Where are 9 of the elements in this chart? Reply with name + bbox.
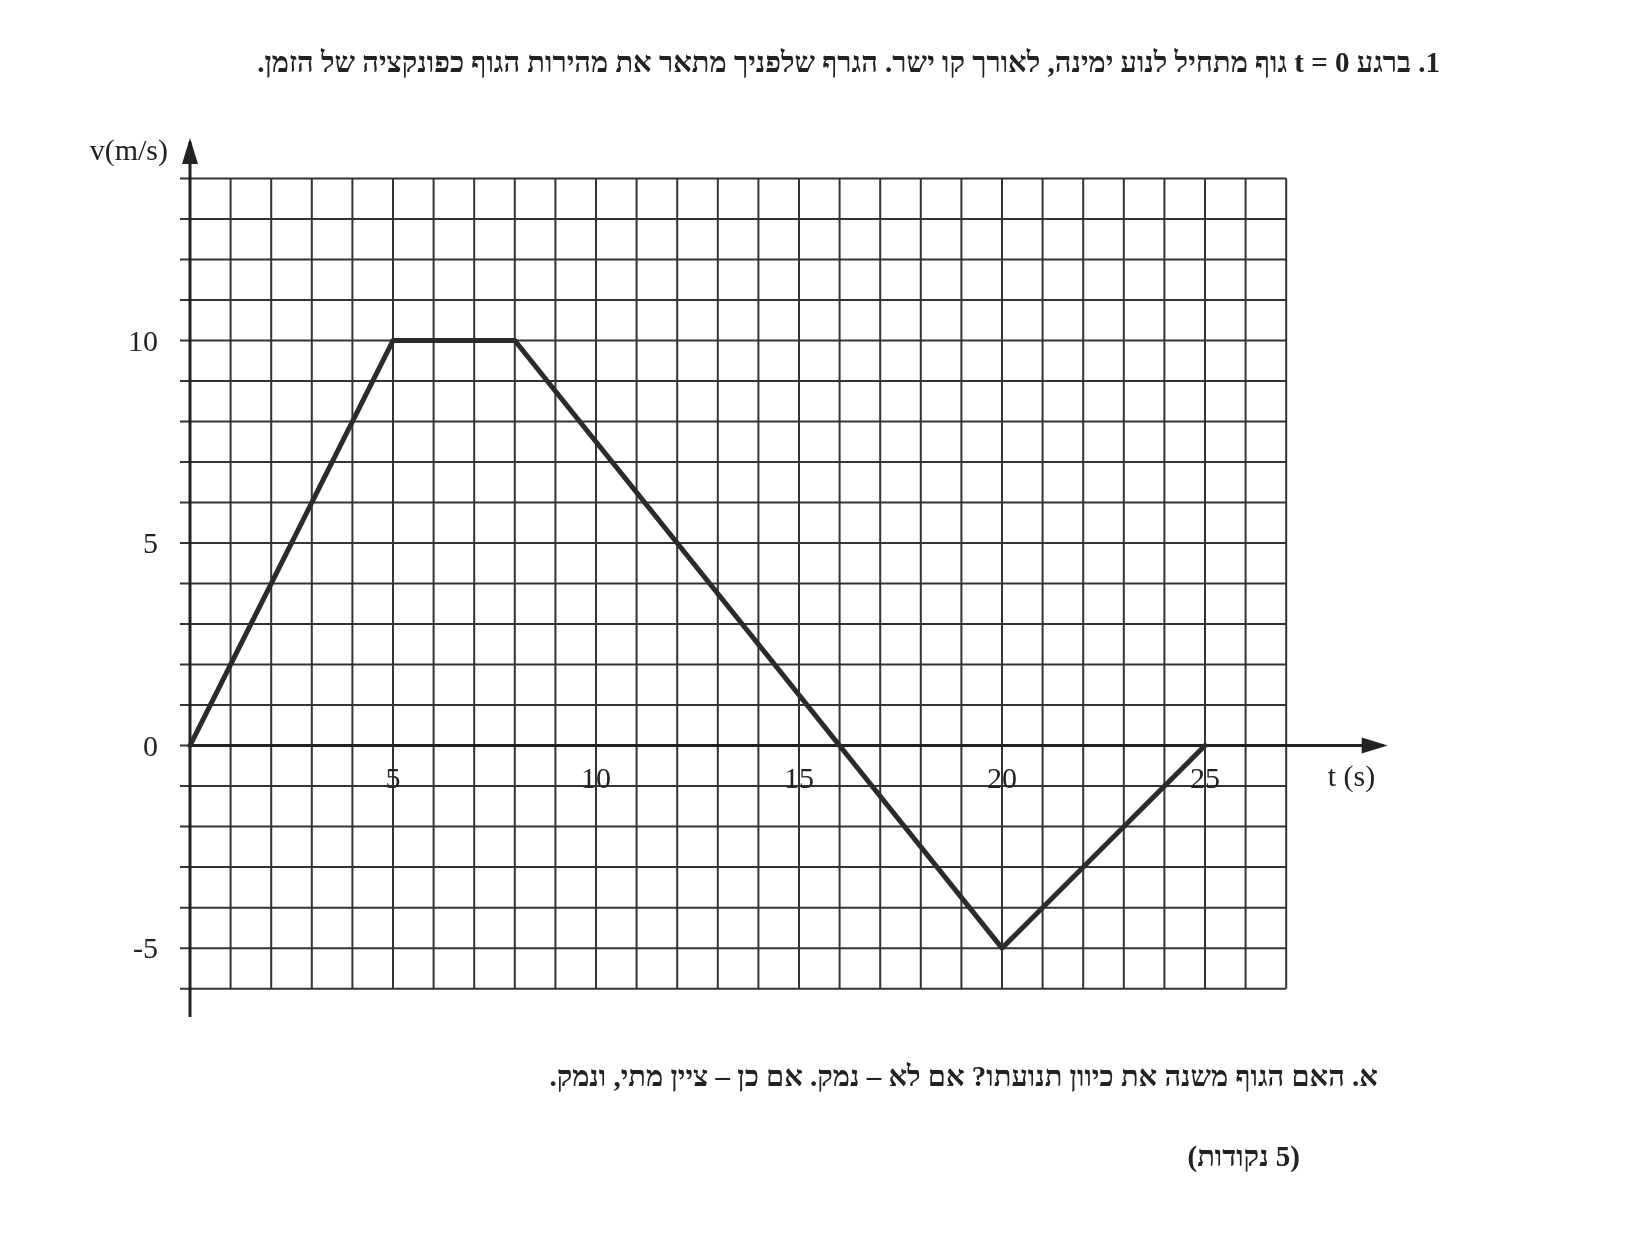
text: (5 נקודות) (1186, 1140, 1300, 1173)
y-tick-label: 5 (143, 526, 158, 560)
y-axis-title: v(m/s) (89, 133, 168, 167)
y-tick-label: 10 (128, 323, 158, 357)
chart-title: 1. ברגע t = 0 גוף מתחיל לנוע ימינה, לאורך קו ישר. הגרף שלפניך מתאר את מהירות הגוף כפונקציה של הזמן. (256, 45, 1440, 80)
y-tick-label: 0 (143, 728, 158, 762)
y-tick-label: -5 (133, 931, 158, 965)
text: א. האם הגוף משנה את כיוון תנועתו? אם לא – נמק. אם כן – ציין מתי, ונמק. (548, 1060, 1378, 1093)
x-axis-title: t (s) (1327, 758, 1376, 793)
